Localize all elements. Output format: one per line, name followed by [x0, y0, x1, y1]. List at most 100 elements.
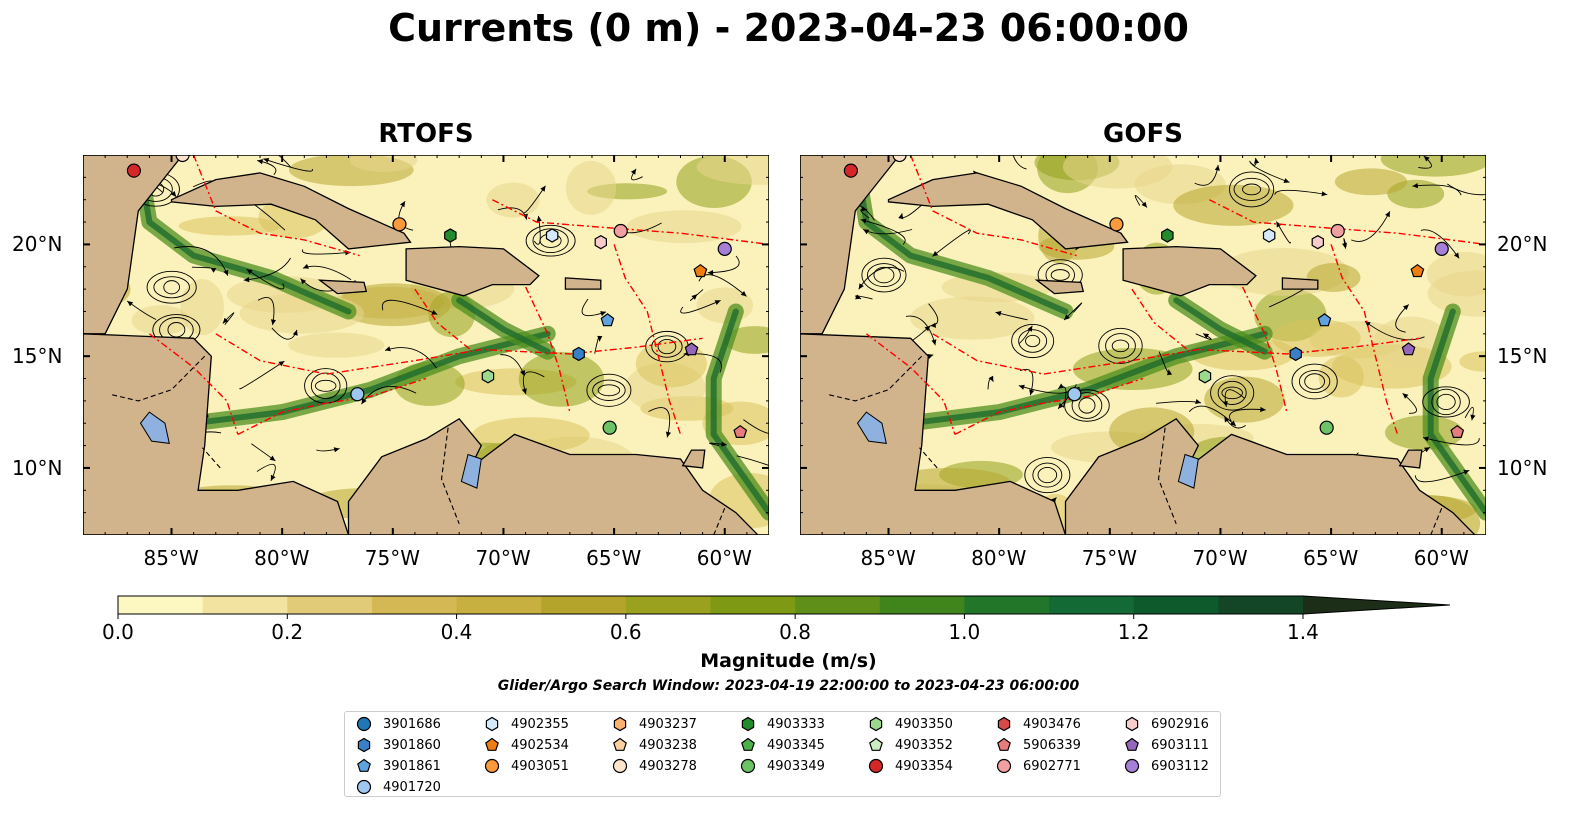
legend-label: 6902771 [1023, 758, 1081, 774]
streamline-arrow [520, 370, 525, 377]
eez-boundary [1209, 199, 1486, 246]
streamline [246, 268, 285, 290]
colorbar [117, 595, 1451, 619]
streamline-arrow [1463, 469, 1470, 475]
eddy-ring [1291, 363, 1338, 400]
legend-marker-circle-icon [1124, 758, 1140, 774]
search-window-caption: Glider/Argo Search Window: 2023-04-19 22… [497, 678, 1080, 694]
streamline-arrow [1141, 201, 1147, 208]
strong-current-core [190, 330, 551, 427]
streamline-arrow [1214, 165, 1220, 171]
panel-title-rtofs: RTOFS [378, 119, 474, 149]
legend-marker-pentagon-icon [741, 737, 755, 751]
legend: 3901686 3901860 3901861 4901720 4902355 49025… [344, 711, 1221, 797]
eddy-ring [1210, 375, 1255, 411]
lon-tick-label: 65°W [586, 546, 642, 570]
streamline-arrow [1321, 191, 1328, 197]
country-border [826, 355, 923, 402]
eez-boundary [865, 333, 956, 435]
eddy-ring [1037, 466, 1058, 484]
legend-label: 4902355 [511, 716, 569, 732]
eez-boundary [414, 288, 471, 351]
float-marker-4903350 [481, 369, 495, 384]
legend-item: 3901861 [355, 757, 441, 775]
eddy-ring [153, 276, 190, 299]
float-marker-6902916 [594, 235, 608, 250]
streamline [1422, 437, 1480, 446]
magnitude-blob [518, 351, 605, 407]
map-panel-gofs [800, 155, 1486, 535]
streamline [1012, 155, 1027, 170]
lake [1177, 453, 1199, 489]
land-mass [317, 279, 368, 295]
legend-label: 4903278 [639, 758, 697, 774]
streamline-arrow [246, 269, 253, 275]
streamline-arrow [270, 319, 276, 325]
legend-label: 6903111 [1151, 737, 1209, 753]
float-marker-4903278 [175, 155, 190, 163]
eddy-ring [1018, 329, 1048, 353]
streamline-arrow [431, 309, 438, 315]
legend-marker-circle-icon [484, 758, 500, 774]
streamline [263, 158, 313, 172]
eddy-ring [586, 373, 632, 407]
streamline-arrow [931, 339, 937, 346]
lon-tick-label: 75°W [1081, 546, 1138, 570]
streamline [1414, 469, 1470, 483]
float-marker-6902916 [1311, 235, 1325, 250]
streamline-arrow [1230, 420, 1236, 427]
lake [460, 453, 482, 489]
streamline-arrow [707, 270, 714, 276]
legend-marker-circle-icon [996, 758, 1012, 774]
magnitude-blob [1334, 168, 1408, 196]
eddy-ring [1298, 369, 1331, 394]
legend-marker-hexagon-icon [869, 716, 883, 732]
colorbar-tick-label: 1.2 [1117, 620, 1150, 644]
magnitude-blob [486, 182, 540, 218]
float-marker-4903349 [1319, 420, 1334, 435]
streamline-arrow [932, 251, 939, 257]
colorbar-tick-label: 1.4 [1287, 620, 1319, 644]
streamline-arrow [269, 455, 276, 461]
legend-item: 6902771 [995, 757, 1081, 775]
streamline-arrow [860, 218, 867, 224]
eddy-ring [1105, 333, 1136, 359]
strong-current-core [1427, 308, 1486, 516]
streamline [743, 419, 769, 434]
lon-tick-label: 60°W [1413, 546, 1469, 570]
streamline-arrow [400, 201, 406, 208]
streamline-arrow [721, 441, 727, 447]
streamline [1063, 302, 1083, 321]
eddy-ring [314, 379, 337, 392]
streamline-arrow [1064, 314, 1070, 320]
legend-marker-pentagon-icon [1125, 737, 1139, 751]
colorbar-outline [117, 595, 1451, 615]
float-marker-4902355 [1262, 228, 1276, 243]
legend-item: 4903333 [739, 715, 825, 733]
streamline [707, 255, 740, 274]
streamline-arrow [691, 294, 698, 300]
lon-tick-label: 85°W [143, 546, 199, 570]
legend-item: 4902534 [483, 736, 569, 754]
eez-boundary [1241, 286, 1288, 413]
eddy-ring [1111, 339, 1130, 353]
country-border [1430, 507, 1443, 535]
lake [139, 411, 170, 444]
legend-label: 4903349 [767, 758, 825, 774]
float-marker-4903354 [126, 163, 141, 178]
legend-label: 5906339 [1023, 737, 1081, 753]
land-mass [1064, 417, 1486, 535]
eez-boundary [492, 199, 769, 246]
streamline-arrow [930, 322, 936, 328]
legend-item: 4903345 [739, 736, 825, 754]
lat-tick-label: 20°N [12, 232, 63, 257]
strong-current-core [456, 297, 551, 355]
streamline [361, 386, 417, 405]
streamline [581, 298, 607, 317]
legend-marker-hexagon-icon [613, 716, 627, 732]
eddy-ring [310, 372, 341, 400]
legend-item: 4901720 [355, 778, 441, 796]
magnitude-blob [1271, 319, 1361, 357]
legend-label: 4903354 [895, 758, 953, 774]
legend-item: 4903278 [611, 757, 697, 775]
